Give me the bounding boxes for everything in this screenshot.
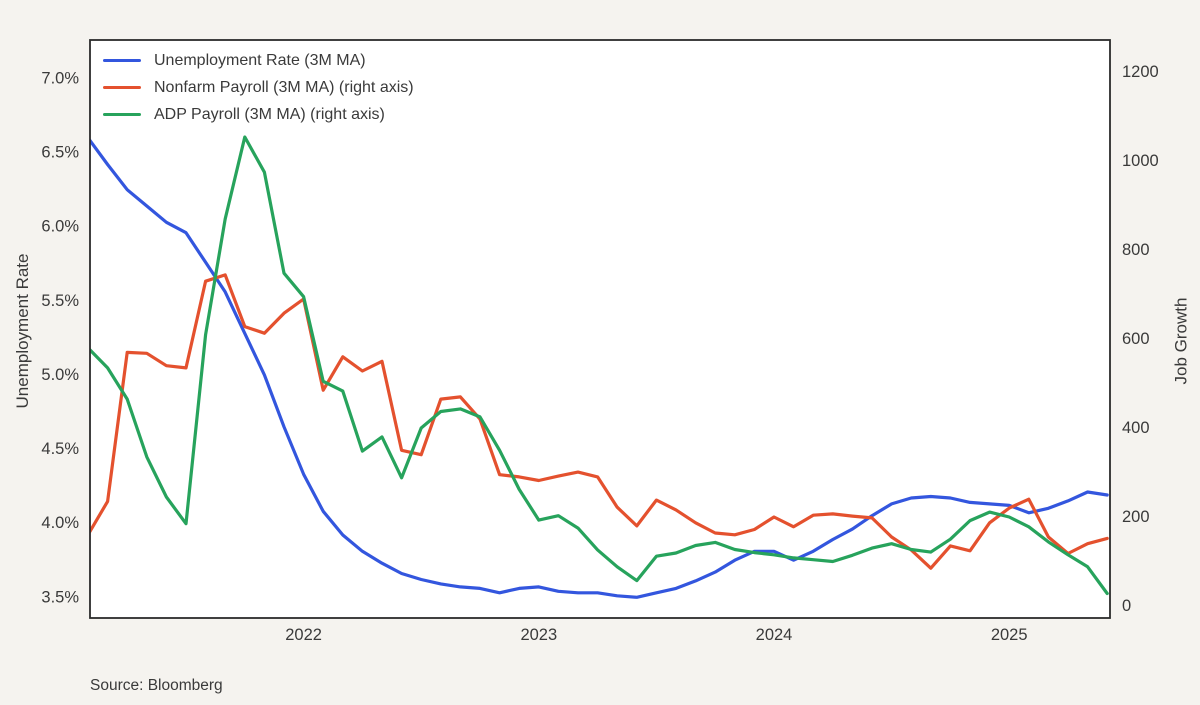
series-line-unemployment-rate — [90, 137, 1109, 599]
y-axis-left-tick-label: 4.5% — [41, 440, 79, 458]
right-axis-title: Job Growth — [1171, 297, 1191, 385]
y-axis-right-tick-label: 0 — [1122, 597, 1131, 615]
plot-area — [90, 40, 1110, 618]
y-axis-left-tick-label: 5.0% — [41, 366, 79, 384]
y-axis-left-tick-label: 6.5% — [41, 144, 79, 162]
left-axis-title: Unemployment Rate — [13, 253, 32, 409]
legend-label: ADP Payroll (3M MA) (right axis) — [154, 105, 385, 123]
y-axis-left-tick-label: 3.5% — [41, 588, 79, 606]
legend-swatch-unemployment-rate — [103, 58, 141, 63]
plot-border — [89, 39, 1111, 619]
series-line-nonfarm-payroll — [90, 273, 1109, 570]
x-axis-tick-label: 2024 — [756, 626, 793, 644]
series-line-adp-payroll — [90, 135, 1109, 596]
y-axis-right-tick-label: 1200 — [1122, 63, 1159, 81]
legend-item-unemployment-rate: Unemployment Rate (3M MA) — [103, 47, 414, 74]
x-axis-tick-label: 2022 — [285, 626, 322, 644]
y-axis-right-tick-label: 200 — [1122, 508, 1150, 526]
y-axis-left-tick-label: 7.0% — [41, 70, 79, 88]
legend: Unemployment Rate (3M MA) Nonfarm Payroll… — [103, 47, 414, 128]
y-axis-left-tick-label: 4.0% — [41, 514, 79, 532]
legend-swatch-adp-payroll — [103, 112, 141, 117]
x-axis-tick-label: 2025 — [991, 626, 1028, 644]
y-axis-left-tick-label: 6.0% — [41, 218, 79, 236]
legend-item-adp-payroll: ADP Payroll (3M MA) (right axis) — [103, 101, 414, 128]
legend-item-nonfarm-payroll: Nonfarm Payroll (3M MA) (right axis) — [103, 74, 414, 101]
y-axis-left-tick-label: 5.5% — [41, 292, 79, 310]
legend-label: Unemployment Rate (3M MA) — [154, 51, 366, 69]
source-note: Source: Bloomberg — [90, 677, 223, 694]
legend-swatch-nonfarm-payroll — [103, 85, 141, 90]
y-axis-right-tick-label: 800 — [1122, 241, 1150, 259]
x-axis-tick-label: 2023 — [520, 626, 557, 644]
legend-label: Nonfarm Payroll (3M MA) (right axis) — [154, 78, 414, 96]
y-axis-right-tick-label: 600 — [1122, 330, 1150, 348]
y-axis-right-tick-label: 1000 — [1122, 152, 1159, 170]
y-axis-right-tick-label: 400 — [1122, 419, 1150, 437]
